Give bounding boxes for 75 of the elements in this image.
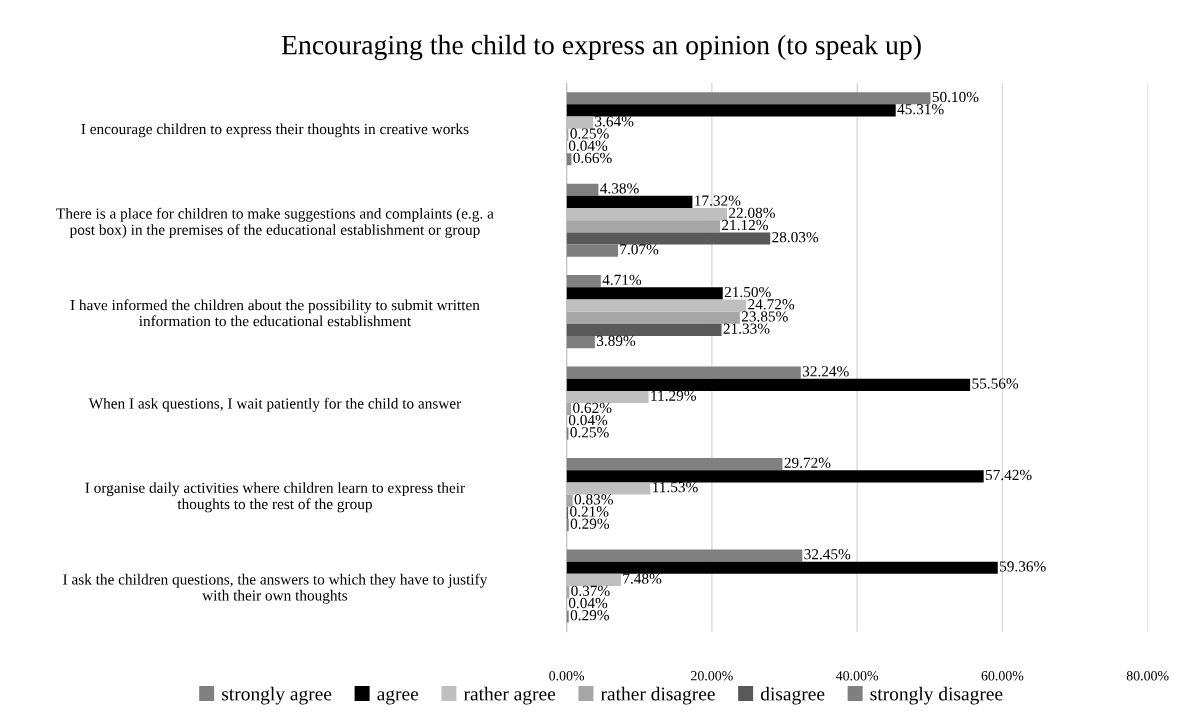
data-label: 29.72% xyxy=(784,457,831,468)
data-label: 0.62% xyxy=(573,402,612,414)
x-tick-label: 40.00% xyxy=(836,671,879,681)
data-label: 3.64% xyxy=(595,116,634,127)
bar xyxy=(566,366,801,379)
bar xyxy=(566,275,601,288)
y-tick-label: There is a place for children to make suggestions and complaints (e.g. a post box) in the premises of the educational establishment or group xyxy=(56,207,494,239)
data-label: 4.71% xyxy=(602,274,642,286)
x-tick-label: 20.00% xyxy=(691,671,733,681)
data-label: 3.89% xyxy=(596,335,636,347)
data-label: 4.38% xyxy=(600,183,639,194)
data-label: 0.66% xyxy=(573,152,612,164)
data-label: 21.33% xyxy=(723,323,770,334)
bar xyxy=(566,232,771,245)
data-label: 32.24% xyxy=(802,366,849,377)
bar xyxy=(566,244,618,257)
data-label: 24.72% xyxy=(748,299,795,310)
x-tick-label: 0.00% xyxy=(549,671,585,681)
legend-label: strongly disagree xyxy=(870,686,1003,705)
bar xyxy=(566,323,722,337)
y-tick-label: I ask the children questions, the answers to which they have to justify with their own thoughts xyxy=(63,573,488,604)
data-label: 0.04% xyxy=(568,414,608,426)
bar xyxy=(566,336,595,349)
legend-label: disagree xyxy=(760,686,825,705)
x-tick-label: 60.00% xyxy=(981,671,1024,681)
y-tick-label: When I ask questions, I wait patiently for the child to answer xyxy=(88,397,462,412)
data-label: 45.31% xyxy=(897,103,944,115)
data-label: 7.48% xyxy=(623,573,662,584)
bar xyxy=(566,610,569,623)
data-label: 59.36% xyxy=(1000,561,1046,572)
bar xyxy=(566,287,723,300)
data-label: 28.03% xyxy=(772,232,819,243)
bar xyxy=(566,311,740,324)
bar xyxy=(566,220,721,233)
data-label: 0.37% xyxy=(571,585,610,597)
data-label: 23.85% xyxy=(741,311,788,322)
data-label: 7.07% xyxy=(620,244,659,255)
data-label: 0.25% xyxy=(570,128,609,139)
data-label: 21.50% xyxy=(724,286,771,298)
legend-label: rather disagree xyxy=(600,686,715,705)
data-label: 21.12% xyxy=(722,219,768,231)
data-label: 0.04% xyxy=(568,140,608,151)
data-label: 0.04% xyxy=(568,597,608,609)
data-label: 0.83% xyxy=(574,494,613,505)
data-label: 50.10% xyxy=(932,91,979,103)
data-label: 11.29% xyxy=(651,390,697,401)
data-label: 55.56% xyxy=(972,378,1019,389)
bar xyxy=(566,378,971,391)
bar xyxy=(566,92,931,105)
y-tick-label: I encourage children to express their thoughts in creative works xyxy=(81,123,469,138)
bar xyxy=(566,195,693,209)
data-label: 0.29% xyxy=(570,518,610,529)
data-label: 17.32% xyxy=(695,195,741,206)
bar xyxy=(566,561,998,574)
chart-title: Encouraging the child to express an opinion (to speak up) xyxy=(281,34,921,61)
bar xyxy=(566,494,573,507)
data-label: 22.08% xyxy=(729,207,775,218)
data-label: 57.42% xyxy=(985,469,1032,481)
bar xyxy=(566,549,803,562)
x-tick-label: 80.00% xyxy=(1126,671,1169,681)
legend-label: agree xyxy=(377,690,419,705)
bar xyxy=(566,183,599,196)
bar xyxy=(566,470,984,483)
data-label: 0.29% xyxy=(570,610,610,621)
legend-label: rather agree xyxy=(463,686,556,705)
legend-label: strongly agree xyxy=(222,686,332,705)
y-tick-label: I organise daily activities where children learn to express their thoughts to the rest of the group xyxy=(85,482,465,513)
data-label: 0.21% xyxy=(570,506,609,517)
data-label: 32.45% xyxy=(804,549,851,560)
bar xyxy=(566,104,896,117)
data-label: 11.53% xyxy=(653,481,698,493)
y-tick-label: I have informed the children about the possibility to submit written information to the educational establishment xyxy=(70,299,480,327)
bar xyxy=(566,518,569,532)
bar xyxy=(566,457,783,471)
data-label: 0.25% xyxy=(570,427,609,438)
